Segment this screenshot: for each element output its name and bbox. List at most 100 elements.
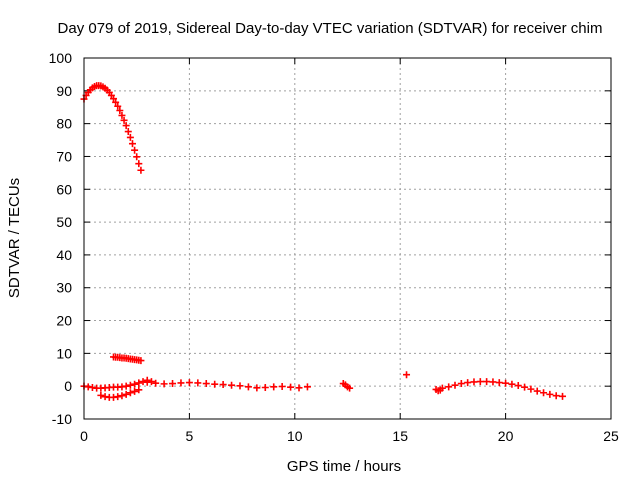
data-point	[128, 140, 136, 148]
series-near-zero-d	[339, 380, 354, 392]
data-point	[137, 357, 145, 365]
data-point	[137, 166, 145, 174]
data-point	[126, 389, 134, 397]
data-point	[527, 385, 535, 393]
data-point	[202, 380, 210, 388]
data-point	[133, 153, 141, 161]
data-point	[438, 384, 446, 392]
series-near-zero-c	[143, 378, 311, 392]
data-point	[169, 380, 177, 388]
data-point	[508, 380, 516, 388]
data-point	[97, 391, 105, 399]
data-point	[211, 380, 219, 388]
grid-lines	[84, 58, 611, 419]
data-point	[122, 390, 130, 398]
data-point	[228, 381, 236, 389]
data-point	[451, 381, 459, 389]
x-tick-label: 10	[287, 428, 303, 444]
y-axis-label: SDTVAR / TECUs	[6, 178, 23, 298]
y-tick-label: 70	[56, 148, 72, 164]
data-point	[194, 379, 202, 387]
data-point	[120, 116, 128, 124]
data-point	[495, 379, 503, 387]
data-point	[135, 160, 143, 168]
x-tick-label: 15	[392, 428, 408, 444]
data-point	[521, 383, 529, 391]
data-point	[546, 390, 554, 398]
y-tick-label: 50	[56, 214, 72, 230]
x-tick-label: 20	[498, 428, 514, 444]
data-point	[457, 380, 465, 388]
y-tick-label: 100	[49, 50, 73, 66]
data-point	[126, 133, 134, 141]
data-point	[152, 379, 160, 387]
data-point	[116, 107, 124, 115]
y-tick-label: 80	[56, 116, 72, 132]
data-point	[261, 383, 269, 391]
x-axis-label: GPS time / hours	[287, 458, 401, 475]
data-point	[135, 386, 143, 394]
data-point	[219, 381, 227, 389]
data-points	[80, 82, 567, 401]
data-point	[489, 378, 497, 386]
data-point	[559, 392, 567, 400]
series-high-arc	[80, 82, 145, 174]
data-point	[295, 384, 303, 392]
data-point	[135, 379, 143, 387]
data-point	[540, 389, 548, 397]
data-point	[244, 383, 252, 391]
series-near-zero-a	[80, 376, 155, 392]
y-tick-label: 0	[64, 378, 72, 394]
x-tick-label: 0	[80, 428, 88, 444]
data-point	[253, 384, 261, 392]
y-tick-label: -10	[52, 411, 72, 427]
x-tick-label: 25	[603, 428, 619, 444]
data-point	[483, 378, 491, 386]
data-point	[131, 380, 139, 388]
data-point	[131, 146, 139, 154]
data-point	[278, 383, 286, 391]
data-point	[131, 387, 139, 395]
data-point	[303, 383, 311, 391]
data-point	[114, 102, 122, 110]
data-point	[110, 95, 118, 103]
y-tick-label: 10	[56, 345, 72, 361]
data-point	[122, 382, 130, 390]
data-point	[445, 383, 453, 391]
y-tick-label: 30	[56, 280, 72, 296]
data-point	[514, 382, 522, 390]
data-point	[502, 379, 510, 387]
axis-ticks	[83, 57, 612, 420]
series-low-arc	[110, 353, 145, 365]
data-point	[122, 122, 130, 130]
y-tick-label: 90	[56, 83, 72, 99]
y-tick-labels: -10 0 10 20 30 40 50 60 70 80 90 100	[49, 50, 73, 427]
data-point	[143, 378, 151, 386]
data-point	[114, 393, 122, 401]
chart-title: Day 079 of 2019, Sidereal Day-to-day VTE…	[58, 20, 603, 37]
data-point	[552, 392, 560, 400]
data-point	[476, 378, 484, 386]
series-near-zero-b	[97, 386, 143, 401]
data-point	[160, 380, 168, 388]
data-point	[464, 379, 472, 387]
data-point	[346, 384, 354, 392]
y-tick-label: 20	[56, 313, 72, 329]
data-point	[185, 379, 193, 387]
data-point	[118, 392, 126, 400]
data-point	[236, 382, 244, 390]
plot-frame	[83, 57, 612, 420]
x-tick-labels: 0 5 10 15 20 25	[80, 428, 619, 444]
x-tick-label: 5	[186, 428, 194, 444]
data-point	[470, 378, 478, 386]
y-tick-label: 60	[56, 181, 72, 197]
series-near-zero-e	[432, 378, 567, 400]
series-isolated	[403, 371, 411, 379]
data-point	[533, 387, 541, 395]
y-tick-label: 40	[56, 247, 72, 263]
data-point	[287, 383, 295, 391]
data-point	[270, 383, 278, 391]
data-point	[124, 128, 132, 136]
data-point	[403, 371, 411, 379]
